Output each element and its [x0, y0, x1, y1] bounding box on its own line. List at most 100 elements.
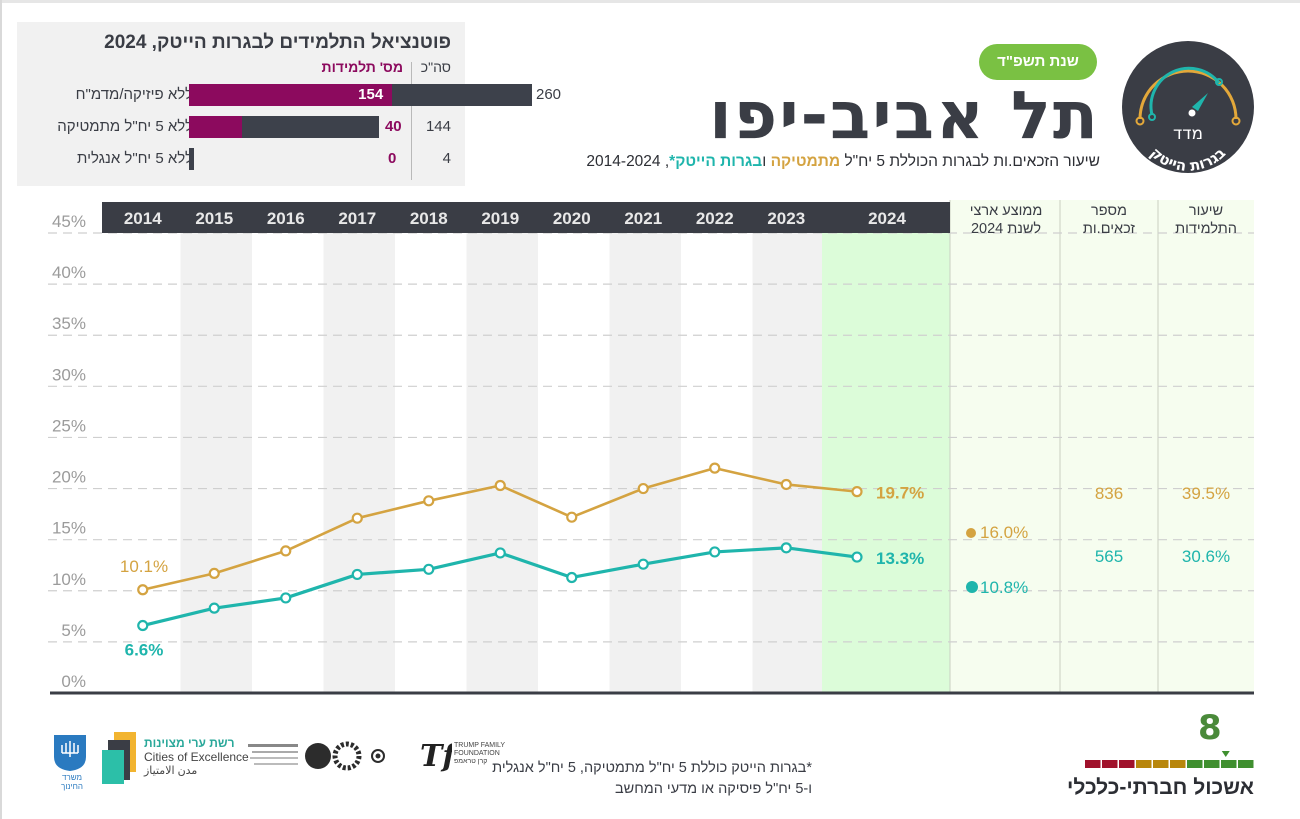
year-header-bar [102, 202, 950, 233]
potential-panel: פוטנציאל התלמידים לבגרות הייטק, 2024 סה"… [17, 22, 561, 186]
trump-line2: FOUNDATION [454, 750, 500, 757]
potential-students-value: 0 [388, 150, 397, 167]
data-point [208, 567, 220, 580]
national-avg-math-value: 16.0% [980, 523, 1029, 542]
count-header-line2: זכאים.ות [1082, 221, 1136, 237]
x-tick-label: 2016 [267, 209, 305, 228]
data-point [637, 482, 649, 495]
hitech-index-logo: מדד בגרות הייטק [1122, 41, 1254, 175]
start-value-label: 6.6% [125, 641, 164, 660]
rate-header: שיעור התלמידות [1158, 202, 1254, 238]
data-point [137, 584, 149, 596]
logo-top-text: מדד [1173, 124, 1203, 144]
data-point [566, 511, 578, 523]
potential-header-total: סה"כ [420, 59, 451, 75]
y-tick-label: 40% [52, 263, 86, 282]
cluster-label: אשכול חברתי-כלכלי [1067, 776, 1254, 799]
y-tick-label: 10% [52, 570, 86, 589]
partner-logos [248, 740, 398, 779]
potential-total-value: 4 [442, 150, 451, 167]
potential-students-value: 40 [384, 118, 402, 135]
x-tick-label: 2022 [696, 209, 734, 228]
data-point [637, 558, 649, 570]
cluster-scale-segment [1170, 760, 1186, 768]
subtitle-years: , 2014-2024 [586, 153, 670, 170]
data-point [423, 495, 435, 507]
potential-row: ללא 5 יח"ל אנגלית 0 4 [17, 148, 465, 172]
cluster-scale-segment [1153, 760, 1169, 768]
count-header: מספר זכאים.ות [1060, 202, 1158, 238]
menorah-emblem-icon [54, 735, 86, 771]
chart-subtitle: שיעור הזכאים.ות לבגרות הכוללת 5 יח"ל מתמ… [586, 153, 1100, 171]
data-point [423, 563, 435, 575]
count-math: 836 [1094, 484, 1124, 503]
x-tick-label: 2018 [410, 209, 448, 228]
potential-row: ללא פיזיקה/מדמ"ח 154 260 [17, 84, 561, 108]
ministry-logo: משרד החינוך [52, 733, 88, 791]
column-band [609, 233, 681, 693]
data-point [351, 512, 363, 524]
end-value-label: 19.7% [876, 484, 924, 503]
y-tick-label: 45% [52, 212, 86, 231]
potential-row-label: ללא 5 יח"ל אנגלית [77, 150, 193, 167]
cities-he: רשת ערי מצוינות [144, 736, 235, 750]
data-point [137, 619, 149, 632]
subtitle-hitech: בגרות הייטק* [669, 153, 763, 170]
math-dot-icon [966, 528, 976, 538]
data-point [851, 551, 863, 563]
potential-students-value: 154 [358, 86, 384, 103]
national-avg-hitech-value: 10.8% [980, 578, 1029, 597]
rate-math: 39.5% [1181, 484, 1231, 503]
data-point [351, 568, 363, 581]
data-point [494, 479, 506, 492]
subtitle-text: שיעור הזכאים.ות לבגרות הכוללת 5 יח"ל [840, 153, 1100, 170]
side-columns-bg [950, 200, 1254, 693]
end-value-label: 13.3% [876, 549, 924, 568]
y-tick-label: 25% [52, 416, 86, 435]
cluster-scale-segment [1187, 760, 1203, 768]
footnote-line1: *בגרות הייטק כוללת 5 יח"ל מתמטיקה, 5 יח"… [492, 760, 812, 776]
potential-row-label: ללא 5 יח"ל מתמטיקה [57, 118, 193, 135]
cluster-scale-segment [1136, 760, 1152, 768]
potential-row: ללא 5 יח"ל מתמטיקה 40 144 [17, 116, 465, 140]
data-point [709, 546, 721, 558]
svg-text:Tf: Tf [420, 739, 452, 774]
potential-header-students: מס' תלמידות [321, 59, 403, 75]
rate-hitech: 30.6% [1181, 547, 1231, 566]
potential-total-value: 144 [425, 118, 451, 135]
x-tick-label: 2017 [338, 209, 376, 228]
start-value-label: 10.1% [120, 557, 168, 576]
cluster-scale-segment [1102, 760, 1118, 768]
highlight-2024-band [822, 233, 950, 693]
column-band [180, 233, 252, 693]
left-border [0, 0, 2, 819]
hitech-dot-icon [966, 581, 978, 593]
column-band [466, 233, 538, 693]
partner-emblems-icon [248, 741, 385, 771]
data-point [280, 545, 292, 557]
y-tick-label: 35% [52, 314, 86, 333]
buildings-icon [102, 732, 136, 784]
footnote-line2: ו-5 יח"ל פיסיקה או מדעי המחשב [614, 781, 812, 797]
count-hitech: 565 [1094, 547, 1124, 566]
potential-total-bar [189, 148, 195, 170]
national-avg-header: ממוצע ארצי לשנת 2024 [952, 202, 1060, 238]
data-point [780, 478, 792, 491]
cluster-scale-segment [1119, 760, 1135, 768]
y-tick-label: 30% [52, 365, 86, 384]
potential-students-bar [189, 84, 393, 106]
cluster-scale [1085, 751, 1254, 768]
rate-header-line2: התלמידות [1175, 221, 1237, 237]
data-point [280, 592, 292, 604]
cluster-number: 8 [1198, 708, 1222, 748]
potential-title: פוטנציאל התלמידים לבגרות הייטק, 2024 [104, 32, 451, 53]
y-tick-label: 20% [52, 468, 86, 487]
y-tick-label: 0% [61, 672, 86, 691]
footnote: *בגרות הייטק כוללת 5 יח"ל מתמטיקה, 5 יח"… [492, 758, 812, 800]
potential-row-label: ללא פיזיקה/מדמ"ח [75, 86, 193, 103]
potential-total-value: 260 [536, 86, 562, 103]
rate-header-line1: שיעור [1188, 203, 1224, 219]
potential-students-bar [189, 116, 242, 138]
top-border [0, 0, 1300, 3]
